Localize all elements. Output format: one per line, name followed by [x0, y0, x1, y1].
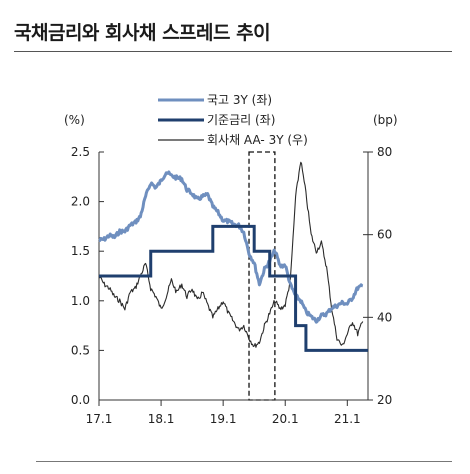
left-tick-label: 2.5: [71, 145, 90, 159]
legend-label: 국고 3Y (좌): [207, 93, 272, 107]
x-tick-label: 18.1: [148, 412, 175, 426]
x-tick-label: 17.1: [86, 412, 113, 426]
highlight-period-box: [248, 151, 276, 401]
legend-label: 회사채 AA- 3Y (우): [207, 133, 308, 147]
series-layer: [98, 161, 368, 352]
x-tick-label: 21.1: [334, 412, 361, 426]
left-tick-label: 2.0: [71, 195, 90, 209]
chart-title: 국채금리와 회사채 스프레드 추이: [14, 22, 271, 44]
right-tick-label: 80: [377, 145, 392, 159]
title-rule: [14, 51, 452, 52]
bottom-rule: [36, 461, 452, 462]
right-tick-label: 40: [377, 310, 392, 324]
legend-label: 기준금리 (좌): [207, 113, 275, 127]
series-corporate-spread-line: [98, 161, 364, 348]
right-tick-label: 60: [377, 228, 392, 242]
ticks-layer: 0.0 0.5 1.0 1.5 2.0 2.5 20 40 60 80 17.1 18.1 19.1 20…: [71, 145, 392, 426]
left-tick-label: 1.5: [71, 244, 90, 258]
left-tick-label: 1.0: [71, 294, 90, 308]
series-base-rate-line: [99, 224, 368, 352]
x-tick-label: 20.1: [272, 412, 299, 426]
right-axis-unit: (bp): [373, 113, 398, 127]
series-treasury-3y-line: [98, 170, 364, 324]
shaded-period-layer: [248, 151, 276, 401]
left-tick-label: 0.5: [71, 343, 90, 357]
left-axis-unit: (%): [64, 113, 85, 127]
x-tick-label: 19.1: [210, 412, 237, 426]
left-tick-label: 0.0: [71, 393, 90, 407]
legend: 국고 3Y (좌) 기준금리 (좌) 회사채 AA- 3Y (우): [158, 93, 308, 147]
right-tick-label: 20: [377, 393, 392, 407]
